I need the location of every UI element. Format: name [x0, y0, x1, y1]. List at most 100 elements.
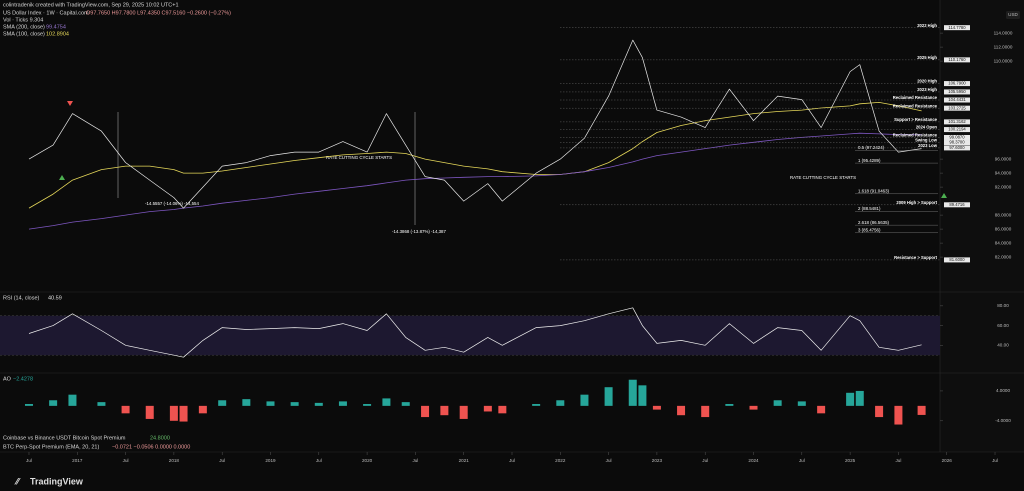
level-label: 2022 High [917, 23, 937, 28]
ao-bar [198, 405, 207, 414]
ao-bar [440, 405, 449, 416]
y-tick-label: 60.00 [997, 323, 1009, 328]
arrow-down [67, 101, 73, 106]
ao-bar [290, 402, 299, 406]
ao-bar [314, 402, 323, 406]
fib-label: 3 (85.4756) [858, 227, 881, 232]
level-label: Reclaimed Resistance [893, 95, 938, 100]
ao-bar [773, 400, 782, 406]
brand: TradingView [30, 476, 84, 486]
fib-label: 2 (88.5481) [858, 206, 881, 211]
x-tick-label: Jul [702, 458, 708, 463]
brand-logo: ⁄⁄ [14, 476, 22, 486]
price-box-label: 99.0870 [949, 135, 965, 140]
x-tick-label: Jul [992, 458, 998, 463]
y-tick-label: 114.0000 [994, 30, 1013, 35]
price-box-label: 101.3162 [948, 119, 966, 124]
y-tick-label: 40.00 [997, 343, 1009, 348]
ao-bar [532, 404, 541, 406]
x-tick-label: 2022 [555, 458, 566, 463]
ao-value: −2.4278 [13, 376, 33, 382]
ao-bar [725, 404, 734, 406]
ao-bar [483, 405, 492, 412]
ao-bar [628, 379, 637, 406]
level-label: 2009 High > Support [896, 200, 937, 205]
price-box [944, 119, 970, 125]
x-tick-label: 2026 [942, 458, 953, 463]
x-tick-label: Jul [606, 458, 612, 463]
x-tick-label: Jul [509, 458, 515, 463]
price-box-label: 97.6000 [949, 145, 965, 150]
x-tick-label: 2019 [265, 458, 276, 463]
ao-bar [797, 401, 806, 406]
x-tick-label: Jul [316, 458, 322, 463]
ao-bar [652, 405, 661, 410]
x-tick-label: Jul [26, 458, 32, 463]
price-box [944, 145, 970, 151]
x-tick-label: Jul [123, 458, 129, 463]
ao-bar [701, 405, 710, 418]
ao-bar [169, 405, 178, 421]
x-tick-label: Jul [895, 458, 901, 463]
ao-bar [266, 401, 275, 406]
ao-bar [382, 398, 391, 406]
price-scale [940, 0, 1024, 452]
price-box [944, 105, 970, 111]
ao-bar [604, 387, 613, 406]
y-tick-label: 112.0000 [994, 44, 1013, 49]
ao-bar [24, 404, 33, 406]
level-label: 2023 Low [918, 143, 938, 148]
ao-bar [498, 405, 507, 414]
y-tick-label: 110.0000 [994, 58, 1013, 63]
level-label: 2020 High [917, 79, 937, 84]
ao-bar [363, 404, 372, 406]
price-box-label: 104.4431 [948, 97, 966, 102]
ao-bar [121, 405, 130, 414]
ao-bar [421, 405, 430, 418]
ao-bar [749, 405, 758, 410]
rsi-line [28, 307, 922, 358]
ao-bar [338, 401, 347, 406]
price-box-label: 81.6000 [949, 257, 965, 262]
y-tick-label: 96.0000 [995, 156, 1012, 161]
y-tick-label: -4.0000 [995, 418, 1011, 423]
price-box [944, 202, 970, 208]
ao-bar [49, 400, 58, 406]
y-tick-label: 88.0000 [995, 212, 1012, 217]
ao-bar [855, 390, 864, 406]
annotation: -14.5557 (-14.06%) -14,554 [145, 201, 199, 206]
y-tick-label: 94.0000 [995, 170, 1012, 175]
ao-bar [894, 405, 903, 425]
level-label: 2024 Open [916, 125, 938, 130]
ao-bar [638, 385, 647, 406]
ao-bar [459, 405, 468, 419]
ao-bar [145, 405, 154, 419]
ao-bar [68, 394, 77, 406]
sma-line [28, 132, 922, 230]
fib-label: 1 (95.4289) [858, 158, 881, 163]
level-label: Reclaimed Resistance [893, 103, 938, 108]
price-box-label: 103.2725 [948, 105, 966, 110]
x-tick-label: 2021 [459, 458, 470, 463]
x-tick-label: Jul [219, 458, 225, 463]
ao-label: AO [3, 376, 12, 382]
price-box-label: 106.7900 [948, 81, 966, 86]
price-box [944, 140, 970, 146]
price-box-label: 100.2194 [948, 127, 966, 132]
ao-bar [556, 400, 565, 406]
fib-label: 1.618 (91.0463) [858, 188, 890, 193]
arrow-up [941, 193, 947, 198]
currency-button[interactable] [1006, 11, 1020, 19]
ohlc: O97.7650 H97.7800 L97.4350 C97.5160 −0.2… [86, 10, 231, 16]
credit: colintradenik created with TradingView.c… [3, 2, 179, 8]
sma-label: SMA (200, close) [3, 24, 45, 30]
price-box [944, 25, 970, 31]
price-box [944, 81, 970, 87]
price-box [944, 257, 970, 263]
symbol: US Dollar Index · 1W · Capital.com [3, 10, 89, 16]
y-tick-label: 86.0000 [995, 226, 1012, 231]
price-box-label: 110.1760 [948, 57, 966, 62]
sma-value: 99.4754 [46, 24, 66, 30]
